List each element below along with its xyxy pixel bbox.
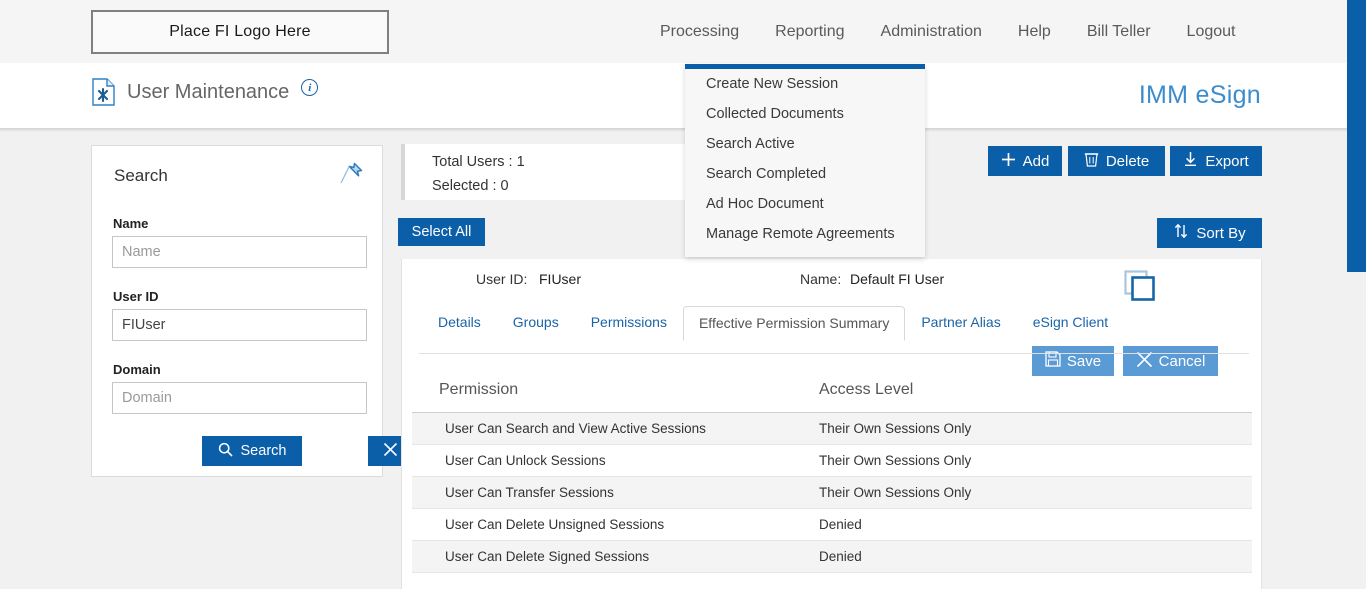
cancel-button-label: Cancel: [1158, 352, 1206, 370]
add-button-label: Add: [1022, 152, 1050, 170]
name-input[interactable]: [112, 236, 367, 268]
add-button[interactable]: Add: [988, 146, 1062, 176]
user-maintenance-document-icon: [92, 78, 115, 106]
tabs-divider: [419, 353, 1249, 354]
total-users-text: Total Users : 1: [432, 154, 525, 170]
table-row[interactable]: User Can Search and View Active Sessions…: [412, 413, 1252, 445]
userid-field-label: User ID: [113, 289, 159, 304]
table-row[interactable]: User Can Transfer Sessions Their Own Ses…: [412, 477, 1252, 509]
menu-item-collected-documents[interactable]: Collected Documents: [706, 106, 844, 122]
delete-button-label: Delete: [1105, 152, 1150, 170]
tab-details[interactable]: Details: [438, 314, 481, 330]
table-row[interactable]: User Can Delete Signed Sessions Denied: [412, 541, 1252, 573]
close-x-icon: [383, 442, 398, 461]
detail-userid-label: User ID:: [476, 271, 528, 287]
selected-count-text: Selected : 0: [432, 178, 509, 194]
sort-arrows-icon: [1173, 223, 1189, 243]
download-arrow-icon: [1183, 151, 1198, 171]
page-scrollbar-thumb[interactable]: [1347, 0, 1366, 272]
save-button[interactable]: Save: [1032, 346, 1114, 376]
search-panel: Search Name User ID Domain Search: [91, 145, 456, 477]
menu-item-search-completed[interactable]: Search Completed: [706, 166, 827, 182]
save-button-label: Save: [1066, 352, 1102, 370]
cell-access-level: Their Own Sessions Only: [819, 453, 972, 468]
product-brand-logo: IMM eSign: [1138, 81, 1261, 109]
cell-permission: User Can Delete Unsigned Sessions: [445, 517, 665, 532]
nav-item-administration[interactable]: Administration: [880, 23, 982, 40]
user-detail-card: User ID: FIUser Name: Default FI User De…: [401, 259, 1262, 589]
tab-esign-client[interactable]: eSign Client: [1032, 314, 1109, 330]
menu-item-search-active[interactable]: Search Active: [706, 136, 795, 152]
nav-item-reporting[interactable]: Reporting: [775, 23, 845, 40]
effective-permission-table: Permission Access Level User Can Search …: [412, 381, 1252, 573]
column-header-access-level: Access Level: [819, 381, 914, 398]
cell-permission: User Can Transfer Sessions: [445, 485, 614, 500]
title-bar-shadow: [0, 128, 1347, 132]
cell-permission: User Can Unlock Sessions: [445, 453, 606, 468]
detail-userid-value: FIUser: [539, 271, 581, 287]
detail-tabs: Details Groups Permissions Effective Per…: [422, 306, 1124, 341]
search-button-label: Search: [240, 443, 287, 459]
select-all-button[interactable]: Select All: [398, 218, 485, 246]
domain-input[interactable]: [112, 382, 367, 414]
delete-button[interactable]: Delete: [1068, 146, 1165, 176]
search-panel-title: Search: [114, 166, 168, 185]
tab-permissions[interactable]: Permissions: [590, 314, 667, 330]
nav-item-processing[interactable]: Processing: [660, 23, 740, 40]
fi-logo-placeholder: Place FI Logo Here: [91, 10, 389, 54]
sort-by-button-label: Sort By: [1196, 224, 1246, 242]
tab-partner-alias[interactable]: Partner Alias: [921, 314, 1001, 330]
trash-icon: [1084, 151, 1099, 171]
domain-field-label: Domain: [113, 362, 161, 377]
plus-icon: [1001, 152, 1016, 171]
cancel-button[interactable]: Cancel: [1123, 346, 1218, 376]
table-header-row: Permission Access Level: [412, 381, 1252, 413]
menu-item-manage-remote-agreements[interactable]: Manage Remote Agreements: [706, 226, 895, 242]
top-header-bar: Place FI Logo Here Processing Reporting …: [0, 0, 1347, 63]
name-field-label: Name: [113, 216, 149, 231]
nav-item-help[interactable]: Help: [1017, 23, 1051, 40]
page-scrollbar-track[interactable]: [1347, 0, 1366, 589]
main-navigation: Processing Reporting Administration Help…: [660, 0, 1235, 63]
dropdown-accent-bar: [685, 64, 925, 69]
cell-access-level: Denied: [819, 549, 862, 564]
export-button-label: Export: [1205, 152, 1249, 170]
menu-item-ad-hoc-document[interactable]: Ad Hoc Document: [706, 196, 824, 212]
table-row[interactable]: User Can Delete Unsigned Sessions Denied: [412, 509, 1252, 541]
cell-access-level: Their Own Sessions Only: [819, 485, 972, 500]
pin-icon[interactable]: [336, 159, 366, 189]
save-disk-icon: [1045, 351, 1061, 371]
page-title-bar: User Maintenance i IMM eSign: [0, 63, 1347, 128]
tab-effective-permission-summary[interactable]: Effective Permission Summary: [682, 306, 906, 341]
userid-input[interactable]: [112, 309, 367, 341]
processing-dropdown-menu: Create New Session Collected Documents S…: [685, 64, 925, 257]
export-button[interactable]: Export: [1170, 146, 1262, 176]
copy-duplicate-icon[interactable]: [1120, 267, 1160, 303]
cell-permission: User Can Delete Signed Sessions: [445, 549, 650, 564]
cell-access-level: Their Own Sessions Only: [819, 421, 972, 436]
table-row[interactable]: User Can Unlock Sessions Their Own Sessi…: [412, 445, 1252, 477]
detail-name-label: Name:: [800, 271, 842, 287]
nav-item-bill-teller[interactable]: Bill Teller: [1086, 23, 1151, 40]
cell-permission: User Can Search and View Active Sessions: [445, 421, 706, 436]
nav-item-logout[interactable]: Logout: [1186, 23, 1236, 40]
sort-by-button[interactable]: Sort By: [1157, 218, 1262, 248]
column-header-permission: Permission: [439, 381, 519, 398]
fi-logo-text: Place FI Logo Here: [169, 23, 311, 40]
close-x-icon: [1136, 351, 1153, 372]
menu-item-create-new-session[interactable]: Create New Session: [706, 76, 839, 92]
tab-groups[interactable]: Groups: [512, 314, 559, 330]
info-icon[interactable]: i: [301, 79, 319, 96]
user-count-summary: Total Users : 1 Selected : 0: [401, 144, 691, 200]
page-title: User Maintenance: [127, 80, 290, 103]
detail-name-value: Default FI User: [850, 271, 945, 287]
cell-access-level: Denied: [819, 517, 862, 532]
search-icon: [218, 442, 233, 461]
page-title-group: User Maintenance i: [92, 78, 319, 106]
search-button[interactable]: Search: [202, 436, 302, 466]
